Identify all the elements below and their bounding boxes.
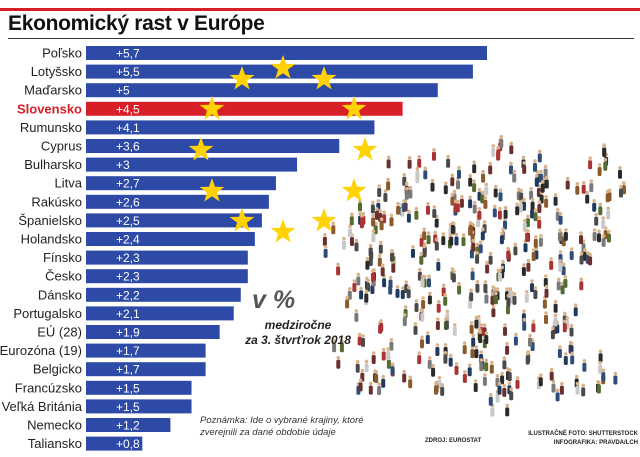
star-icon [199, 96, 225, 120]
category-label-4: Rumunsko [20, 120, 82, 135]
bar-8 [86, 194, 269, 209]
value-label-7: +2,7 [116, 177, 140, 191]
value-label-20: +1,2 [116, 419, 140, 433]
star-icon [311, 208, 337, 232]
value-label-15: +1,9 [116, 326, 140, 340]
star-icon [341, 96, 367, 120]
bar-9 [86, 213, 262, 228]
bar-10 [86, 232, 255, 246]
value-label-17: +1,7 [116, 363, 140, 377]
unit-label: v % [252, 286, 296, 314]
bar-18 [86, 380, 192, 395]
star-icon [270, 55, 296, 79]
unit-subtitle: medziročne za 3. štvrťrok 2018 [238, 318, 358, 348]
unit-subtitle-line2: za 3. štvrťrok 2018 [245, 333, 351, 347]
value-label-4: +4,1 [116, 121, 140, 135]
bar-4 [86, 120, 375, 135]
eu-stars [188, 55, 378, 243]
star-icon [199, 178, 225, 202]
bar-0 [86, 46, 487, 60]
value-label-0: +5,7 [116, 47, 140, 61]
category-label-11: Fínsko [43, 250, 82, 265]
source-label: ZDROJ: EUROSTAT [425, 438, 482, 444]
category-label-16: Eurozóna (19) [0, 343, 82, 358]
value-label-14: +2,1 [116, 307, 140, 321]
category-label-5: Cyprus [41, 139, 83, 154]
credit-photo: ILUSTRAČNÉ FOTO: SHUTTERSTOCK [528, 431, 638, 437]
category-label-8: Rakúsko [31, 194, 82, 209]
bars-layer: Poľsko +5,7 Lotyšsko +5,5 Maďarsko +5 Slovensk… [0, 46, 487, 451]
bar-15 [86, 325, 220, 339]
star-icon [188, 137, 214, 161]
category-label-21: Taliansko [28, 436, 82, 451]
value-label-11: +2,3 [116, 251, 140, 265]
bar-20 [86, 418, 171, 432]
credit-label: ILUSTRAČNÉ FOTO: SHUTTERSTOCK INFOGRAFIK… [528, 430, 638, 448]
crowd-illustration [322, 134, 626, 417]
category-label-13: Dánsko [38, 287, 82, 302]
value-label-5: +3,6 [116, 140, 140, 154]
star-icon [341, 178, 367, 202]
category-label-7: Litva [55, 176, 83, 191]
bar-2 [86, 83, 438, 98]
category-label-18: Francúzsko [15, 380, 82, 395]
value-label-16: +1,7 [116, 344, 140, 358]
value-label-3: +4,5 [116, 102, 140, 116]
category-label-19: Veľká Británia [2, 399, 83, 414]
bar-16 [86, 343, 206, 358]
star-icon [311, 66, 337, 90]
bar-11 [86, 250, 248, 265]
category-label-9: Španielsko [18, 213, 82, 228]
bar-17 [86, 362, 206, 377]
value-label-8: +2,6 [116, 195, 140, 209]
title-rule [8, 38, 634, 39]
star-icon [270, 219, 296, 243]
category-label-14: Portugalsko [13, 306, 82, 321]
category-label-10: Holandsko [21, 232, 82, 247]
bar-19 [86, 399, 192, 414]
footnote: Poznámka: Ide o vybrané krajiny, ktoré z… [200, 415, 364, 438]
category-label-15: EÚ (28) [37, 325, 82, 340]
value-label-10: +2,4 [116, 233, 140, 247]
bar-21 [86, 436, 143, 451]
star-icon [229, 66, 255, 90]
chart-title: Ekonomický rast v Európe [8, 12, 265, 35]
unit-subtitle-line1: medziročne [264, 318, 332, 332]
bar-7 [86, 176, 276, 191]
value-label-6: +3 [116, 158, 130, 172]
credit-infographic: INFOGRAFIKA: PRAVDA/LCH [553, 440, 638, 446]
star-icon [352, 137, 378, 161]
top-rule [0, 8, 640, 11]
value-label-19: +1,5 [116, 400, 140, 414]
category-label-0: Poľsko [42, 46, 82, 61]
category-label-6: Bulharsko [24, 157, 82, 172]
bar-12 [86, 269, 248, 284]
category-label-17: Belgicko [33, 362, 82, 377]
category-label-1: Lotyšsko [31, 64, 82, 79]
value-label-1: +5,5 [116, 65, 140, 79]
category-label-20: Nemecko [27, 418, 82, 433]
category-label-2: Maďarsko [24, 83, 82, 98]
bar-3 [86, 101, 403, 116]
value-label-18: +1,5 [116, 381, 140, 395]
value-label-9: +2,5 [116, 214, 140, 228]
value-label-13: +2,2 [116, 288, 140, 302]
value-label-2: +5 [116, 84, 130, 98]
star-icon [229, 208, 255, 232]
bar-6 [86, 157, 298, 172]
category-label-12: Česko [45, 269, 82, 284]
bar-14 [86, 306, 234, 321]
value-label-12: +2,3 [116, 270, 140, 284]
category-label-3: Slovensko [17, 101, 82, 116]
value-label-21: +0,8 [116, 437, 140, 451]
bar-13 [86, 287, 241, 302]
